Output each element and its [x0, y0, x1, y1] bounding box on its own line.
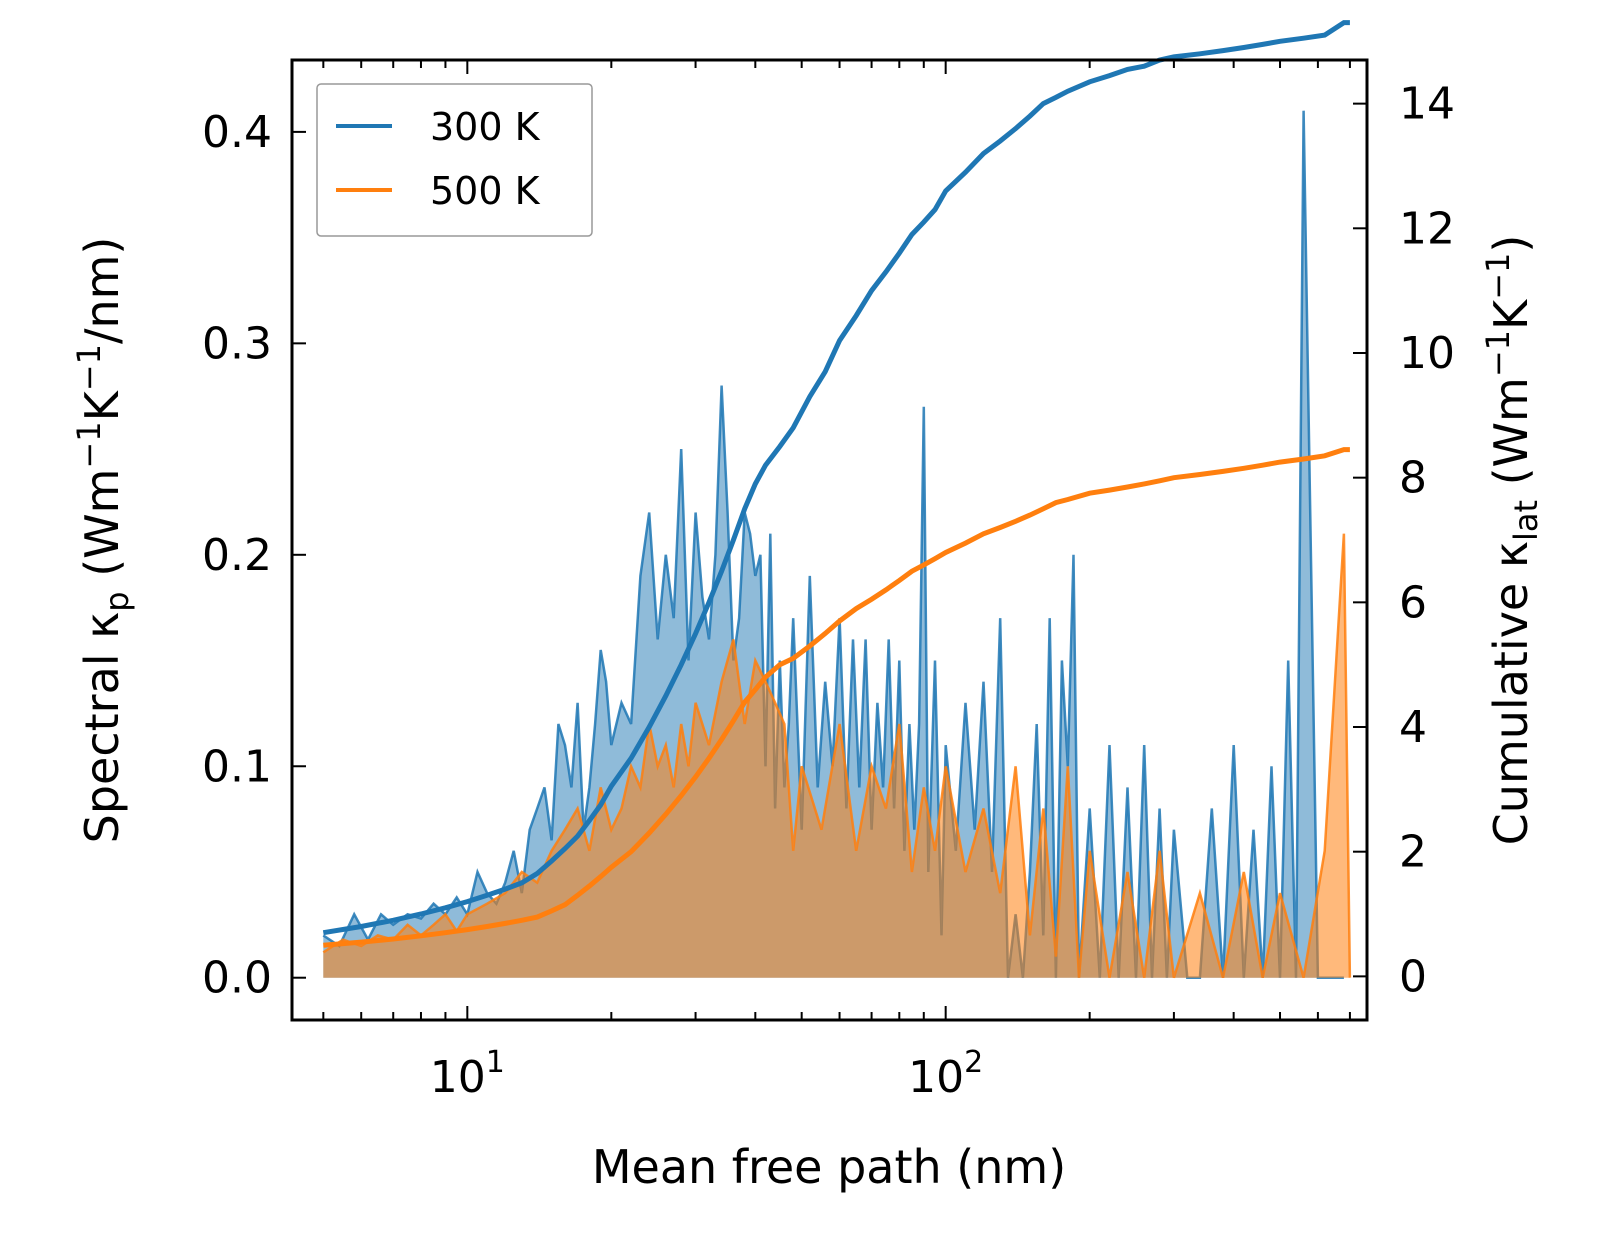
y-left-axis-label: Spectral κp (Wm−1K−1/nm) [70, 237, 136, 844]
spectral-fill-500k [323, 533, 1350, 978]
y-right-tick-label: 14 [1399, 79, 1455, 130]
x-tick-label: 102 [908, 1045, 983, 1103]
spectral-fill-300k [323, 110, 1344, 978]
legend-frame [316, 83, 593, 237]
plot-frame [290, 58, 1369, 1022]
y-right-tick-label: 6 [1399, 577, 1427, 628]
y-right-axis-label: Cumulative κlat (Wm−1K−1) [1479, 235, 1545, 846]
y-right-tick-label: 8 [1399, 453, 1427, 504]
x-tick-label: 101 [430, 1045, 505, 1103]
axis-ticks: 101 102 0.0 0.1 0.2 0.3 0.4 0 2 4 6 8 10 12 14 [202, 60, 1455, 1103]
legend: 300 K 500 K [316, 83, 593, 237]
cumulative-line-500k [323, 447, 1350, 948]
y-right-tick-label: 4 [1399, 702, 1427, 753]
y-left-tick-label: 0.1 [202, 741, 272, 792]
spectral-fills [322, 110, 1352, 979]
y-left-tick-label: 0.3 [202, 318, 272, 369]
y-left-tick-label: 0.4 [202, 107, 272, 158]
legend-label-300k: 300 K [430, 105, 541, 149]
y-left-tick-label: 0.0 [202, 953, 272, 1004]
spectral-line-300k [322, 110, 1344, 979]
legend-label-500k: 500 K [430, 169, 541, 213]
y-right-tick-label: 2 [1399, 827, 1427, 878]
x-axis-label: Mean free path (nm) [592, 1140, 1066, 1194]
series-lines [322, 20, 1350, 948]
y-left-tick-label: 0.2 [202, 530, 272, 581]
y-right-tick-label: 10 [1399, 328, 1455, 379]
y-right-tick-label: 0 [1399, 951, 1427, 1002]
y-right-tick-label: 12 [1399, 203, 1455, 254]
cumulative-line-300k [322, 20, 1350, 936]
